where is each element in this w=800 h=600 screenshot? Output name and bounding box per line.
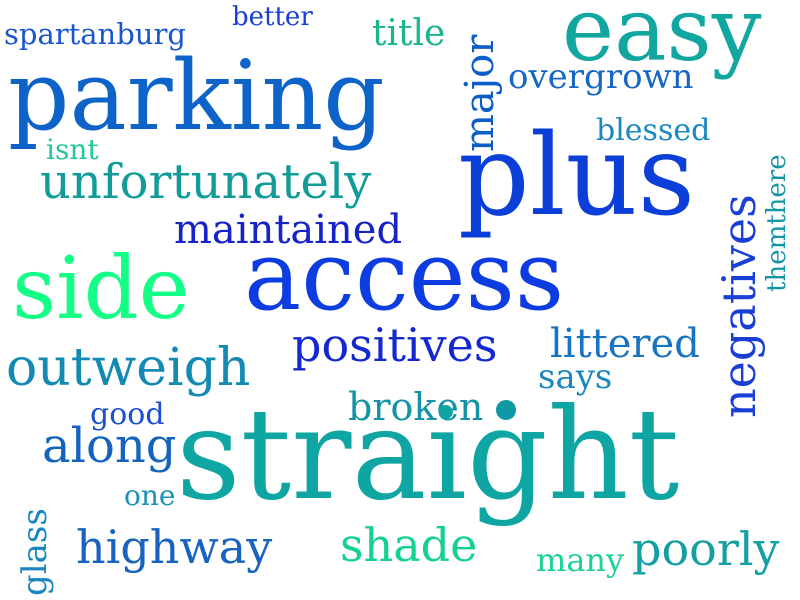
word-good: good: [90, 397, 165, 432]
word-easy: easy: [562, 0, 762, 81]
word-highway: highway: [76, 520, 273, 574]
word-outweigh: outweigh: [6, 338, 251, 398]
word-blessed: blessed: [596, 113, 711, 148]
word-straight: straight: [176, 381, 680, 528]
word-title: title: [372, 13, 446, 54]
word-spartanburg: spartanburg: [4, 17, 186, 51]
word-themthere: themthere: [762, 154, 792, 292]
word-better: better: [232, 2, 313, 32]
word-many: many: [536, 541, 625, 579]
word-side: side: [12, 239, 190, 339]
word-along: along: [42, 418, 177, 474]
stray-dot: [496, 400, 516, 420]
word-unfortunately: unfortunately: [40, 154, 372, 210]
word-maintained: maintained: [174, 207, 403, 253]
word-broken: broken: [348, 385, 484, 429]
word-overgrown: overgrown: [508, 57, 694, 97]
word-parking: parking: [8, 40, 385, 152]
word-littered: littered: [550, 321, 700, 367]
word-one: one: [124, 479, 176, 512]
word-positives: positives: [292, 318, 498, 372]
word-shade: shade: [340, 518, 478, 572]
word-access: access: [244, 220, 565, 332]
word-poorly: poorly: [632, 522, 780, 576]
word-plus: plus: [458, 111, 696, 241]
word-negatives: negatives: [712, 194, 766, 418]
word-glass: glass: [15, 508, 55, 596]
word-says: says: [538, 357, 613, 397]
word-isnt: isnt: [46, 133, 99, 166]
